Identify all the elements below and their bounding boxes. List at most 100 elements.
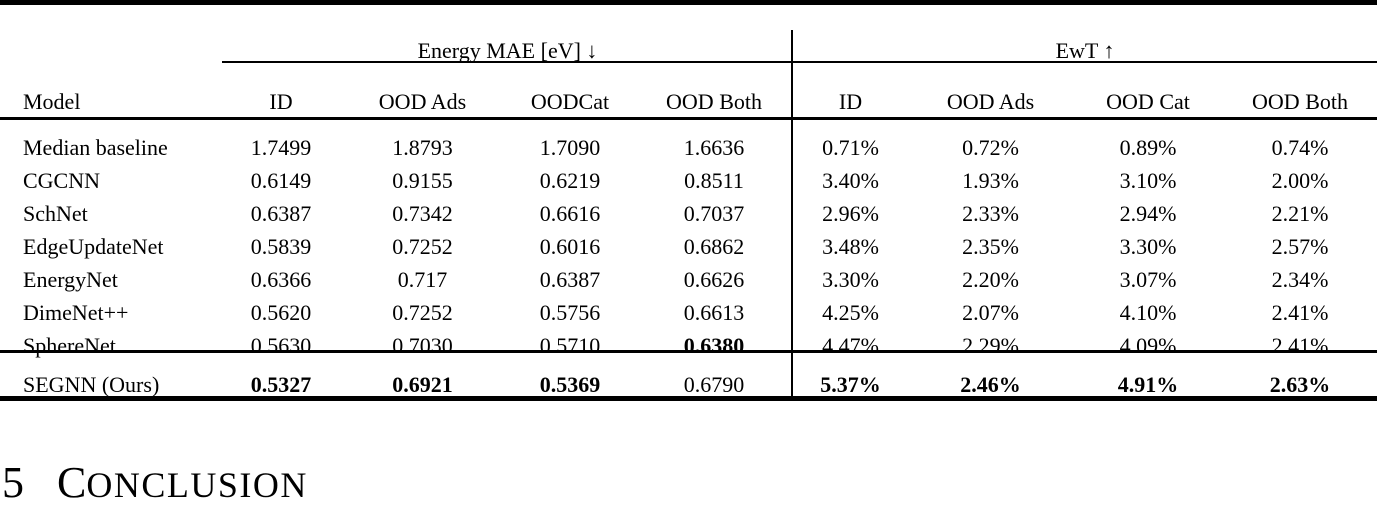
model-cell: SphereNet [23, 332, 116, 358]
value-cell: 3.10% [1119, 167, 1177, 193]
value-cell: 2.29% [962, 332, 1019, 358]
value-cell: 0.6016 [539, 233, 601, 259]
value-cell: 0.5327 [250, 372, 312, 397]
value-cell: 0.89% [1119, 134, 1177, 160]
value-cell: 0.6219 [539, 167, 601, 193]
table-row-edgeupdatenet: EdgeUpdateNet 0.5839 0.7252 0.6016 0.686… [0, 230, 1377, 263]
value-cell: 0.5620 [250, 299, 312, 325]
table-row-energynet: EnergyNet 0.6366 0.717 0.6387 0.6626 3.3… [0, 263, 1377, 296]
value-cell: 1.7090 [539, 134, 601, 160]
model-cell: EnergyNet [23, 266, 118, 292]
group-header-energy-mae: Energy MAE [eV] ↓ [417, 38, 598, 63]
value-cell: 0.8511 [684, 167, 744, 193]
value-cell: 2.41% [1271, 332, 1329, 358]
value-cell: 4.91% [1117, 372, 1179, 397]
table-row-median-baseline: Median baseline 1.7499 1.8793 1.7090 1.6… [0, 131, 1377, 164]
column-header-rule [0, 117, 1377, 120]
table-row-schnet: SchNet 0.6387 0.7342 0.6616 0.7037 2.96%… [0, 197, 1377, 230]
model-cell: DimeNet++ [23, 299, 129, 325]
value-cell: 0.7030 [392, 332, 453, 358]
value-cell: 2.00% [1271, 167, 1329, 193]
value-cell: 0.6387 [250, 200, 312, 226]
table-bottom-rule [0, 396, 1377, 401]
value-cell: 0.5369 [539, 372, 601, 397]
value-cell: 2.20% [962, 266, 1019, 292]
column-header-model: Model [23, 89, 81, 114]
value-cell: 0.6387 [539, 266, 601, 292]
model-cell: CGCNN [23, 167, 101, 193]
section-heading: 5 CONCLUSION [2, 461, 308, 505]
column-header-ewt-ood-ads: OOD Ads [946, 89, 1035, 114]
column-header-mae-ood-both: OOD Both [666, 89, 762, 114]
group-header-ewt: EwT ↑ [1055, 38, 1115, 63]
value-cell: 1.6636 [683, 134, 745, 160]
value-cell: 0.7252 [392, 299, 453, 325]
group-header-row: Energy MAE [eV] ↓ EwT ↑ [0, 0, 1377, 66]
column-header-mae-ood-cat: OODCat [530, 89, 610, 114]
value-cell: 3.07% [1119, 266, 1177, 292]
column-header-ewt-id: ID [838, 89, 863, 114]
column-header-mae-ood-ads: OOD Ads [378, 89, 467, 114]
value-cell: 1.93% [962, 167, 1019, 193]
value-cell: 3.30% [822, 266, 879, 292]
column-separator-line [791, 30, 793, 396]
model-cell: SchNet [23, 200, 88, 226]
value-cell: 0.6613 [683, 299, 745, 325]
value-cell: 2.33% [962, 200, 1019, 226]
value-cell: 0.5756 [539, 299, 601, 325]
column-header-ewt-ood-both: OOD Both [1252, 89, 1348, 114]
value-cell: 3.40% [822, 167, 879, 193]
group-header-underline [222, 61, 1377, 63]
value-cell: 2.07% [962, 299, 1019, 325]
value-cell: 0.6380 [683, 332, 745, 358]
value-cell: 2.94% [1119, 200, 1177, 226]
value-cell: 2.96% [822, 200, 879, 226]
value-cell: 4.10% [1119, 299, 1177, 325]
value-cell: 0.5839 [250, 233, 312, 259]
column-header-mae-id: ID [269, 89, 293, 114]
value-cell: 0.72% [962, 134, 1019, 160]
value-cell: 0.71% [822, 134, 879, 160]
value-cell: 4.25% [822, 299, 879, 325]
value-cell: 0.6626 [683, 266, 745, 292]
table-row-spherenet: SphereNet 0.5630 0.7030 0.5710 0.6380 4.… [0, 329, 1377, 362]
value-cell: 1.8793 [392, 134, 453, 160]
value-cell: 0.7037 [683, 200, 745, 226]
value-cell: 0.9155 [392, 167, 453, 193]
value-cell: 4.47% [822, 332, 879, 358]
value-cell: 0.5630 [250, 332, 312, 358]
value-cell: 0.7252 [392, 233, 453, 259]
value-cell: 0.5710 [539, 332, 601, 358]
value-cell: 0.6790 [683, 372, 745, 397]
pre-highlight-rule [0, 350, 1377, 353]
value-cell: 2.34% [1271, 266, 1329, 292]
value-cell: 2.63% [1269, 372, 1331, 397]
value-cell: 0.6616 [539, 200, 601, 226]
value-cell: 1.7499 [250, 134, 312, 160]
column-header-row: Model ID OOD Ads OODCat OOD Both ID OOD … [0, 66, 1377, 131]
model-cell: EdgeUpdateNet [23, 233, 164, 259]
model-cell: Median baseline [23, 134, 168, 160]
value-cell: 3.48% [822, 233, 879, 259]
value-cell: 0.74% [1271, 134, 1329, 160]
table-row-segnn-ours: SEGNN (Ours) 0.5327 0.6921 0.5369 0.6790… [0, 362, 1377, 408]
value-cell: 2.21% [1271, 200, 1329, 226]
table-top-rule [0, 0, 1377, 5]
value-cell: 0.717 [397, 266, 448, 292]
value-cell: 2.41% [1271, 299, 1329, 325]
table-row-dimenet: DimeNet++ 0.5620 0.7252 0.5756 0.6613 4.… [0, 296, 1377, 329]
column-header-ewt-ood-cat: OOD Cat [1106, 89, 1190, 114]
value-cell: 0.7342 [392, 200, 453, 226]
value-cell: 2.57% [1271, 233, 1329, 259]
model-cell: SEGNN (Ours) [23, 372, 160, 397]
value-cell: 3.30% [1119, 233, 1177, 259]
value-cell: 0.6149 [250, 167, 312, 193]
section-title-rest: ONCLUSION [86, 465, 308, 505]
value-cell: 0.6862 [683, 233, 745, 259]
value-cell: 2.35% [962, 233, 1019, 259]
table-row-cgcnn: CGCNN 0.6149 0.9155 0.6219 0.8511 3.40% … [0, 164, 1377, 197]
value-cell: 0.6921 [392, 372, 453, 397]
value-cell: 0.6366 [250, 266, 312, 292]
value-cell: 5.37% [820, 372, 881, 397]
